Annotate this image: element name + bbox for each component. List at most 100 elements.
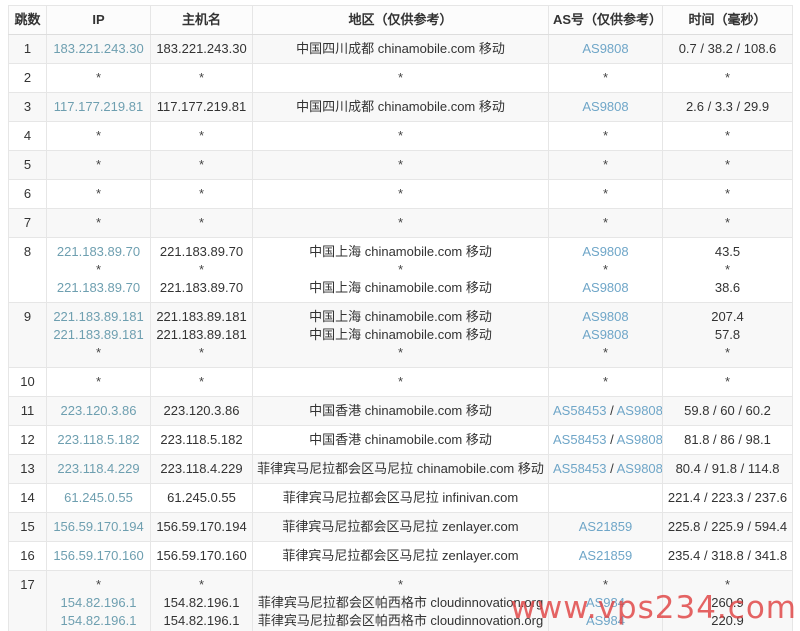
ip-link[interactable]: 221.183.89.181 [53,309,144,324]
as-link[interactable]: AS9808 [582,41,629,56]
column-header-ip: IP [46,5,151,35]
region-text: * [397,70,404,85]
time-cell: * [662,121,793,151]
table-row-hop-10: 10 * * * * * [8,367,793,397]
as-cell: * [548,208,663,238]
as-link[interactable]: AS9808 [582,280,629,295]
region-text: 菲律宾马尼拉都会区马尼拉 zenlayer.com [282,548,519,563]
as-cell: * [548,179,663,209]
as-link[interactable]: AS9808 [582,99,629,114]
hop-number: 13 [8,454,47,484]
latency-value: * [724,128,731,143]
as-link[interactable]: AS9808 [582,244,629,259]
ip-line: * [51,127,146,145]
as-link[interactable]: AS9808 [582,309,629,324]
hop-number: 15 [8,512,47,542]
as-link[interactable]: AS58453 [553,432,607,447]
region-cell: 菲律宾马尼拉都会区马尼拉 chinamobile.com 移动 [252,454,549,484]
ip-line: * [51,69,146,87]
ip-link[interactable]: 221.183.89.181 [53,327,144,342]
missing-value: * [602,345,609,360]
as-line: AS9808 [553,40,658,58]
latency-value: * [724,157,731,172]
host-cell: * [150,179,253,209]
time-cell: * 260.9 220.9 [662,570,793,631]
ip-link[interactable]: 117.177.219.81 [53,99,144,114]
as-line: * [553,214,658,232]
ip-link[interactable]: 223.120.3.86 [60,403,137,418]
ip-link[interactable]: 156.59.170.160 [53,548,144,563]
ip-cell: * [46,150,151,180]
as-link[interactable]: AS58453 [553,403,607,418]
hostname: * [198,186,205,201]
hostname: 223.118.5.182 [160,432,243,447]
as-separator: / [606,403,617,418]
hostname: 183.221.243.30 [156,41,247,56]
table-row-hop-17: 17 * 154.82.196.1 154.82.196.1 * 154.82.196.1… [8,570,793,631]
region-text: 中国上海 chinamobile.com 移动 [309,280,492,295]
time-cell: 207.4 57.8 * [662,302,793,368]
ip-link[interactable]: 154.82.196.1 [60,613,137,628]
host-cell: 221.183.89.181 221.183.89.181 * [150,302,253,368]
as-link[interactable]: AS984 [585,595,626,610]
ip-line: 156.59.170.194 [51,518,146,536]
region-cell: 中国香港 chinamobile.com 移动 [252,396,549,426]
host-cell: * [150,121,253,151]
as-link[interactable]: AS984 [585,613,626,628]
time-cell: 59.8 / 60 / 60.2 [662,396,793,426]
table-row-hop-2: 2 * * * * * [8,63,793,93]
hop-number: 10 [8,367,47,397]
ip-link[interactable]: 223.118.5.182 [57,432,140,447]
region-text: * [397,577,404,592]
missing-value: * [95,215,102,230]
ip-link[interactable]: 221.183.89.70 [56,280,141,295]
ip-cell: 221.183.89.70 * 221.183.89.70 [46,237,151,303]
column-header-region: 地区（仅供参考） [252,5,549,35]
ip-cell: 223.120.3.86 [46,396,151,426]
ip-link[interactable]: 183.221.243.30 [53,41,144,56]
as-cell: * [548,121,663,151]
ip-link[interactable]: 223.118.4.229 [57,461,140,476]
ip-link[interactable]: 156.59.170.194 [53,519,144,534]
ip-cell: 156.59.170.194 [46,512,151,542]
region-cell: * 菲律宾马尼拉都会区帕西格市 cloudinnovation.org 菲律宾马尼拉… [252,570,549,631]
ip-link[interactable]: 61.245.0.55 [64,490,133,505]
as-line: * [553,69,658,87]
as-link[interactable]: AS9808 [582,327,629,342]
host-cell: * [150,150,253,180]
as-link[interactable]: AS21859 [578,519,633,534]
latency-value: 81.8 / 86 / 98.1 [684,432,771,447]
as-link[interactable]: AS21859 [578,548,633,563]
as-link[interactable]: AS58453 [553,461,607,476]
as-line: AS21859 [553,547,658,565]
as-cell: AS58453 / AS9808 [548,425,663,455]
as-link[interactable]: AS9808 [616,432,663,447]
hostname: 221.183.89.70 [159,280,244,295]
column-header-host: 主机名 [150,5,253,35]
ip-link[interactable]: 154.82.196.1 [60,595,137,610]
as-line: * [553,261,658,279]
latency-value: * [724,374,731,389]
table-row-hop-13: 13 223.118.4.229 223.118.4.229 菲律宾马尼拉都会区马尼拉… [8,454,793,484]
table-row-hop-3: 3 117.177.219.81 117.177.219.81 中国四川成都 chin… [8,92,793,122]
ip-cell: * [46,367,151,397]
as-link[interactable]: AS9808 [616,403,663,418]
as-link[interactable]: AS9808 [616,461,663,476]
as-line [553,489,658,507]
region-text: * [397,345,404,360]
hop-number: 5 [8,150,47,180]
as-line: AS9808 [553,243,658,261]
latency-value: 38.6 [714,280,741,295]
as-line: * [553,185,658,203]
column-header-time: 时间（毫秒） [662,5,793,35]
as-line: AS21859 [553,518,658,536]
as-cell: AS21859 [548,512,663,542]
ip-link[interactable]: 221.183.89.70 [56,244,141,259]
time-cell: 221.4 / 223.3 / 237.6 [662,483,793,513]
region-text: 菲律宾马尼拉都会区马尼拉 chinamobile.com 移动 [257,461,544,476]
time-cell: * [662,150,793,180]
latency-value: 59.8 / 60 / 60.2 [684,403,771,418]
host-cell: * [150,63,253,93]
hostname: 221.183.89.181 [156,327,247,342]
hop-number: 8 [8,237,47,303]
